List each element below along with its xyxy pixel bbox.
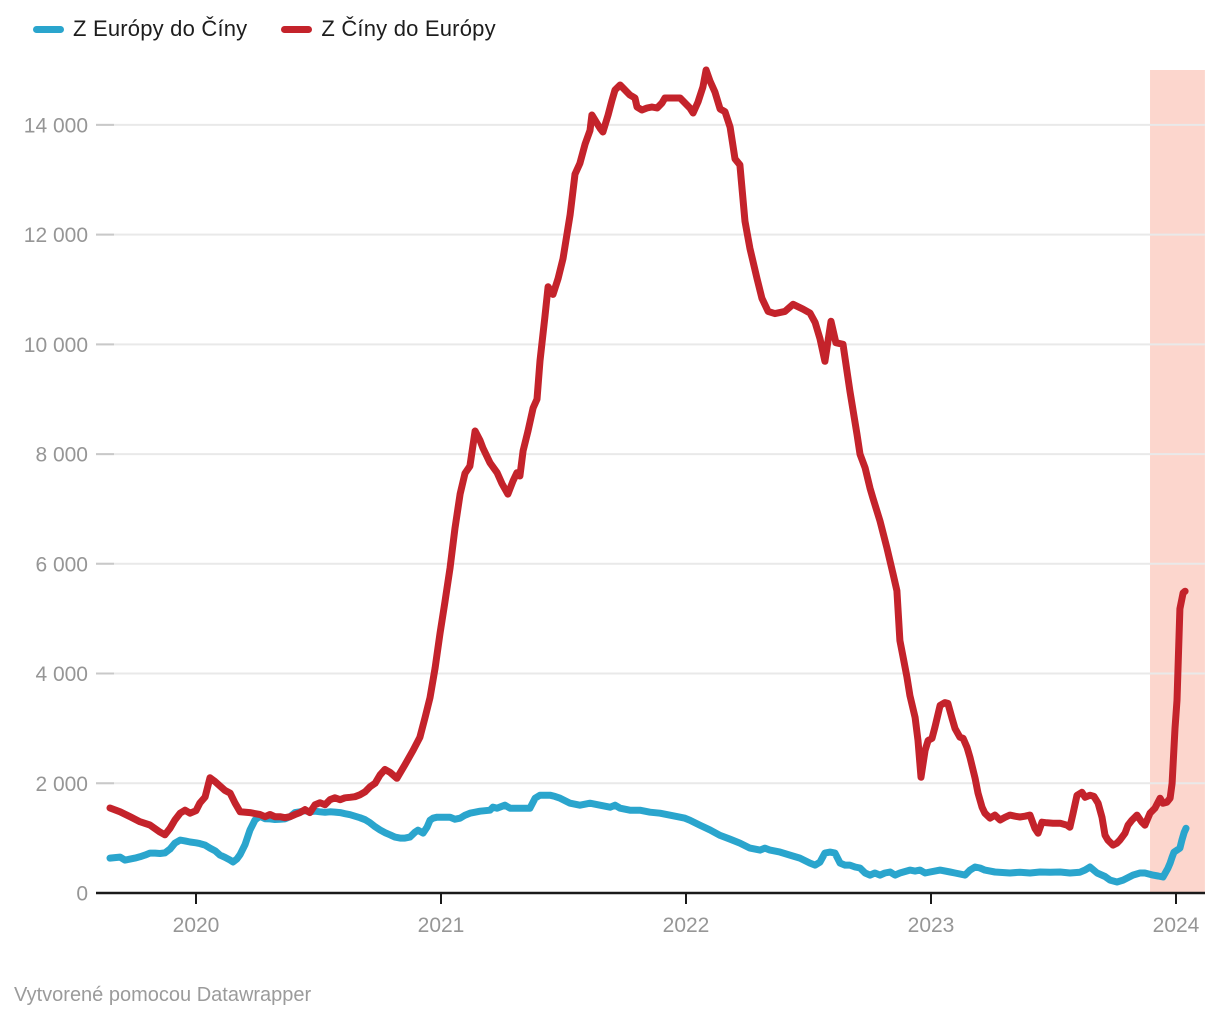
y-axis-label: 4 000: [35, 663, 88, 686]
legend-swatch-red-icon: [281, 25, 313, 33]
x-axis-label: 2023: [908, 914, 955, 937]
legend-item-china-to-europe: Z Číny do Európy: [281, 16, 496, 42]
legend: Z Európy do Číny Z Číny do Európy: [33, 16, 496, 42]
legend-label-china-to-europe: Z Číny do Európy: [321, 16, 496, 41]
y-axis-label: 2 000: [35, 773, 88, 796]
y-axis-label: 10 000: [24, 334, 88, 357]
legend-swatch-blue-icon: [33, 25, 64, 33]
y-axis-label: 14 000: [24, 114, 88, 137]
y-axis-label: 6 000: [35, 553, 88, 576]
legend-item-europe-to-china: Z Európy do Číny: [33, 16, 247, 42]
y-axis-label: 8 000: [35, 444, 88, 467]
legend-label-europe-to-china: Z Európy do Číny: [73, 16, 248, 41]
highlight-region: [1150, 70, 1205, 893]
y-axis-label: 12 000: [24, 224, 88, 247]
datawrapper-credit: Vytvorené pomocou Datawrapper: [14, 984, 312, 1006]
x-axis-label: 2024: [1153, 914, 1200, 937]
series-line-europe-to-china: [106, 791, 1190, 886]
x-axis-label: 2020: [173, 914, 220, 937]
y-axis-label: 0: [76, 883, 88, 906]
x-axis-label: 2021: [418, 914, 465, 937]
x-axis-label: 2022: [663, 914, 710, 937]
series-line-china-to-europe: [106, 66, 1189, 849]
